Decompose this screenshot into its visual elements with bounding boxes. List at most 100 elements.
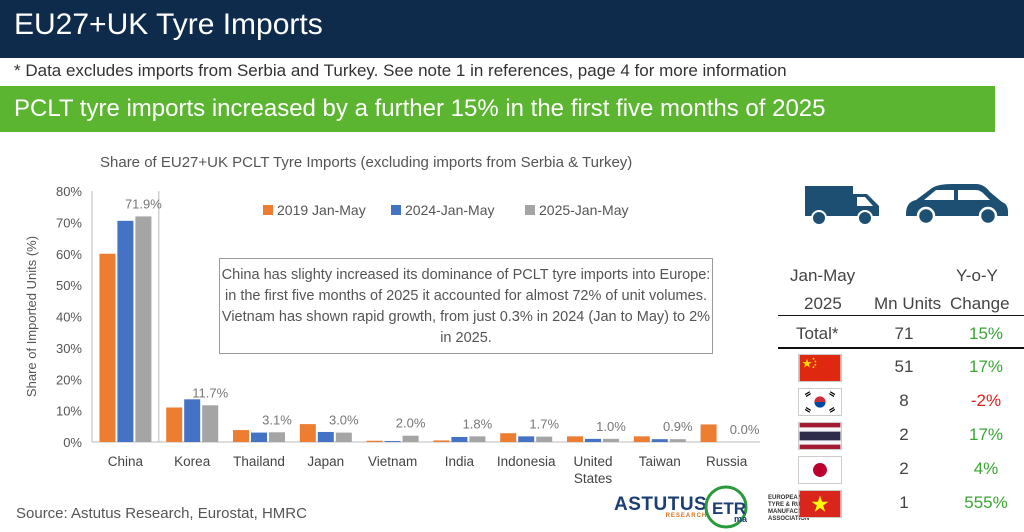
x-tick-label: Thailand <box>233 454 285 469</box>
y-tick-label: 50% <box>56 278 82 293</box>
x-tick-label: Vietnam <box>368 454 417 469</box>
total-change: 15% <box>968 324 1004 343</box>
x-tick-label: Taiwan <box>639 454 681 469</box>
row-units: 51 <box>894 357 914 376</box>
table-row: 8 -2% <box>778 384 1024 418</box>
data-label: 1.7% <box>529 417 559 432</box>
bar-taiwan-1 <box>651 439 668 442</box>
bar-taiwan-2 <box>669 439 686 442</box>
bar-vietnam-1 <box>384 441 401 442</box>
headline-banner: PCLT tyre imports increased by a further… <box>0 86 995 132</box>
data-label: 3.1% <box>262 412 292 427</box>
row-units: 2 <box>899 425 909 444</box>
astutus-logo-sub: RESEARCH <box>665 513 708 519</box>
page-title: EU27+UK Tyre Imports <box>14 8 323 41</box>
vietnam-flag-icon <box>798 490 842 518</box>
total-units: 71 <box>894 324 914 343</box>
svg-text:ma: ma <box>734 514 748 524</box>
bar-thailand-1 <box>251 432 267 442</box>
x-tick-label: Indonesia <box>497 454 556 469</box>
bar-china-2 <box>135 216 152 442</box>
table-row: 2 4% <box>778 452 1024 486</box>
svg-text:ETR: ETR <box>712 499 746 518</box>
data-label: 71.9% <box>125 196 162 211</box>
x-tick-label: States <box>574 471 613 486</box>
table-divider-top <box>778 315 1024 316</box>
x-tick-label: India <box>445 454 475 469</box>
car-icon <box>906 184 1008 226</box>
korea-flag-icon <box>798 388 842 416</box>
bar-japan-2 <box>335 432 352 442</box>
x-tick-label: Japan <box>307 454 344 469</box>
table-row: 1 555% <box>778 486 1024 520</box>
row-units: 2 <box>899 459 909 478</box>
bar-japan-1 <box>317 431 334 442</box>
source-note: Source: Astutus Research, Eurostat, HMRC <box>16 505 307 522</box>
bar-korea-1 <box>184 399 201 442</box>
bar-india-1 <box>451 436 468 442</box>
table-header-period: Jan-May <box>790 266 856 285</box>
row-change: -2% <box>970 391 1002 410</box>
astutus-logo-text: ASTUTUS <box>614 494 708 515</box>
table-header-year: 2025 <box>804 294 842 313</box>
x-tick-label: China <box>108 454 144 469</box>
bar-japan-0 <box>299 424 316 442</box>
row-units: 1 <box>899 493 909 512</box>
bar-vietnam-2 <box>402 435 419 442</box>
table-row-total: Total* 71 15% <box>778 317 1024 351</box>
row-change: 555% <box>964 493 1008 512</box>
bar-india-2 <box>469 436 486 442</box>
bar-thailand-2 <box>269 432 285 442</box>
table-row: 51 17% <box>778 350 1024 384</box>
total-label: Total* <box>796 324 839 343</box>
headline-text: PCLT tyre imports increased by a further… <box>14 95 826 122</box>
y-tick-label: 0% <box>63 435 82 450</box>
table-header-units: Mn Units <box>874 294 942 313</box>
bar-chart: 0% 10% 20% 30% 40% 50% 60% 70% 80% Share of Impor… <box>24 184 760 486</box>
bar-thailand-0 <box>233 430 249 442</box>
y-tick-label: 70% <box>56 215 82 230</box>
data-label: 1.8% <box>463 416 493 431</box>
legend-label: 2025-Jan-May <box>539 202 629 218</box>
y-tick-label: 30% <box>56 341 82 356</box>
table-divider-bottom <box>778 347 1024 349</box>
table-row: 2 17% <box>778 418 1024 452</box>
row-units: 8 <box>899 391 909 410</box>
x-tick-label: Korea <box>174 454 211 469</box>
y-tick-label: 40% <box>56 310 82 325</box>
bar-united-states-2 <box>603 438 619 442</box>
legend-label: 2024-Jan-May <box>405 202 495 218</box>
japan-flag-icon <box>798 456 842 484</box>
etrma-logo-text: EUROPEAN TYRE & RUBBER MANUFACTURERS' ASSOC… <box>768 495 825 522</box>
bar-china-0 <box>99 253 116 442</box>
bar-united-states-1 <box>585 438 601 442</box>
data-label: 0.9% <box>663 419 693 434</box>
table-header-yoy: Y-o-Y <box>956 266 998 285</box>
bar-taiwan-0 <box>633 436 650 442</box>
row-change: 17% <box>968 357 1004 376</box>
title-bar: EU27+UK Tyre Imports <box>0 0 1024 58</box>
y-tick-label: 10% <box>56 404 82 419</box>
legend-swatch <box>525 205 535 215</box>
chart-title: Share of EU27+UK PCLT Tyre Imports (excl… <box>100 154 633 171</box>
data-note: * Data excludes imports from Serbia and … <box>14 61 787 80</box>
row-change: 17% <box>968 425 1004 444</box>
van-icon <box>805 186 879 226</box>
bar-indonesia-2 <box>536 436 553 442</box>
bar-korea-0 <box>166 407 183 442</box>
legend-swatch <box>391 205 401 215</box>
legend-label: 2019 Jan-May <box>277 202 366 218</box>
bar-india-0 <box>433 440 450 442</box>
x-tick-label: Russia <box>706 454 748 469</box>
data-label: 1.0% <box>596 419 626 434</box>
bar-china-1 <box>117 220 134 442</box>
thailand-flag-icon <box>798 422 842 450</box>
y-tick-label: 60% <box>56 247 82 262</box>
data-label: 0.0% <box>730 422 760 437</box>
bar-indonesia-0 <box>500 433 517 442</box>
bar-russia-0 <box>700 424 717 442</box>
table-header-change: Change <box>950 294 1010 313</box>
y-axis-label: Share of Imported Units (%) <box>24 236 39 397</box>
y-tick-label: 20% <box>56 372 82 387</box>
legend-swatch <box>263 205 273 215</box>
